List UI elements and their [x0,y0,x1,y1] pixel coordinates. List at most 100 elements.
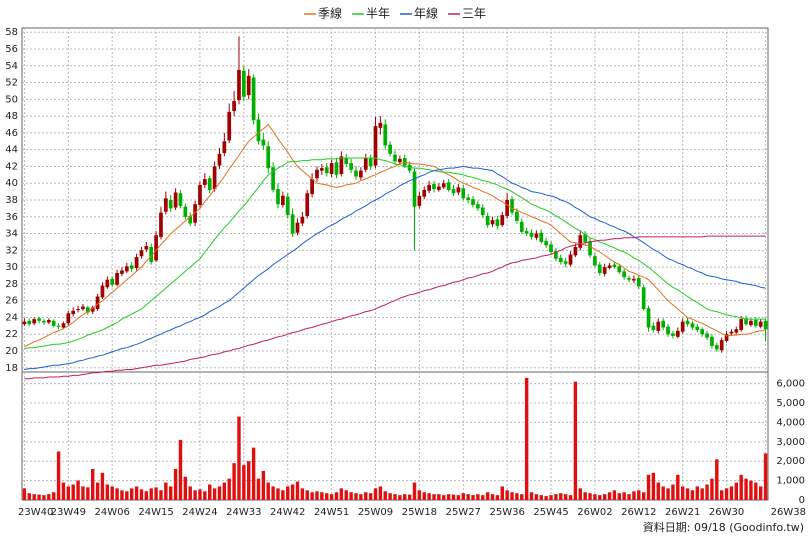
candle-body [207,178,212,190]
candle-body [544,241,549,246]
volume-bar [573,381,578,500]
candle-body [339,156,344,174]
volume-bar [378,486,383,500]
x-tick-label: 24W33 [226,507,261,518]
volume-bar [329,494,334,500]
candle-body [154,235,158,261]
candle-body [198,184,202,206]
y-tick-label: 52 [5,78,18,89]
candle-body [412,171,417,207]
volume-bar [129,488,134,500]
source-note: 資料日期: 09/18 (Goodinfo.tw) [643,520,804,534]
candle-body [310,179,314,195]
volume-bar [315,491,319,500]
volume-bar [632,491,636,500]
y-tick-label: 28 [5,279,18,290]
legend: 季線 半年 年線 三年 [303,6,486,21]
candle-body [549,244,553,253]
volume-bar [159,490,163,500]
volume-bar [71,484,75,500]
candle-body [758,321,763,327]
candle-body [607,265,612,268]
volume-bar [763,453,768,500]
candle-body [417,195,422,206]
y-tick-label: 22 [5,329,18,340]
volume-bar [700,488,704,500]
volume-bar [758,486,763,500]
volume-bar [37,494,41,500]
candle-body [519,221,524,232]
volume-bar [427,493,431,500]
volume-bar [412,482,417,500]
x-tick-label: 26W12 [621,507,656,518]
volume-bar [627,494,631,500]
volume-bar [495,495,500,500]
volume-bar [178,439,183,500]
candle-body [251,77,256,121]
candle-body [349,163,353,170]
candle-body [753,319,758,326]
candle-body [163,198,168,212]
volume-bar [90,468,95,500]
candle-body [729,331,734,334]
candle-body [32,319,37,324]
volume-bar [398,495,402,500]
volume-bar [710,478,714,500]
volume-bar [690,490,695,500]
volume-bar [27,493,32,500]
candle-body [193,204,197,223]
candle-body [71,310,76,315]
volume-bar [729,486,734,500]
candle-body [149,246,154,263]
volume-bar [754,482,758,500]
candle-body [271,167,275,190]
candle-body [373,126,378,166]
volume-bar [656,482,661,500]
volume-bar [183,476,188,500]
volume-bar [339,488,344,500]
volume-tick-label: 4,000 [776,417,805,428]
volume-bar [251,447,256,500]
x-tick-label: 25W27 [446,507,481,518]
candle-body [105,279,110,288]
volume-bar [95,482,100,500]
volume-bar [61,482,66,500]
candle-body [695,326,700,331]
candle-body [480,207,485,216]
volume-bar [334,492,339,500]
y-tick-label: 18 [5,363,18,374]
volume-bar [149,488,153,500]
volume-bar [451,494,456,500]
volume-tick-label: 0 [799,495,805,506]
y-tick-label: 44 [5,145,18,156]
volume-bar [125,491,129,500]
x-tick-label: 23W40 [18,507,53,518]
volume-bar [539,495,543,500]
volume-bar [505,490,509,500]
candle-body [66,313,71,324]
candle-body [437,186,441,190]
volume-bar [432,494,436,500]
candle-body [627,278,631,280]
volume-bar [56,451,61,500]
volume-bar [666,488,670,500]
candle-body [524,231,529,234]
y-tick-label: 46 [5,128,18,139]
candle-body [719,340,724,351]
candle-body [285,196,290,216]
volume-bar [637,490,641,500]
volume-bar [217,486,222,500]
volume-bar [110,486,114,500]
candle-body [685,320,690,325]
candle-body [159,212,163,237]
candle-body [485,215,490,226]
candle-body [583,234,588,242]
candle-body [115,272,119,285]
candle-body [81,306,85,310]
legend-label: 半年 [366,7,390,21]
volume-bar [310,492,314,500]
volume-bar [602,494,607,500]
x-tick-label: 25W45 [533,507,568,518]
